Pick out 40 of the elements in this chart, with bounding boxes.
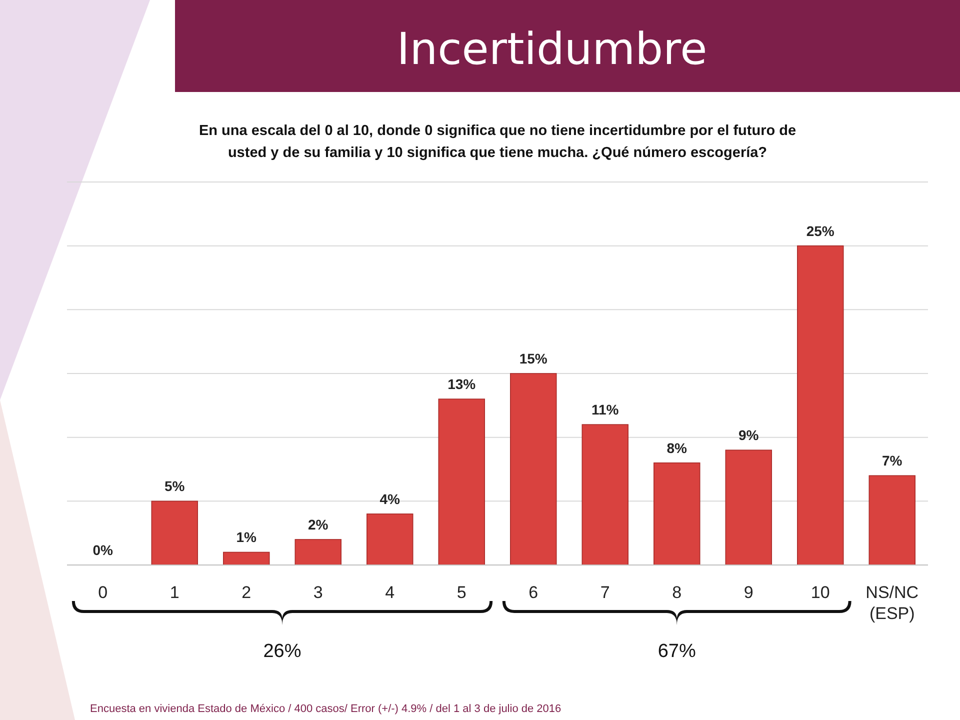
- data-label: 4%: [380, 490, 401, 507]
- x-tick-label: 9: [744, 583, 754, 602]
- x-tick-label: NS/NC (ESP): [866, 583, 919, 623]
- data-label: 9%: [738, 427, 760, 444]
- x-tick-label: 3: [313, 583, 323, 602]
- x-tick-label: 4: [385, 583, 395, 602]
- x-tick-label: 5: [456, 583, 466, 602]
- bar: [868, 475, 916, 566]
- x-tick-label: 0: [98, 583, 108, 602]
- bar: [725, 450, 772, 566]
- x-tick-label: 2: [242, 583, 252, 602]
- chart-subtitle: En una escala del 0 al 10, donde 0 significa que no tiene incertidumbre por el futuro de usted y de su familia y 10 significa que tiene mucha. ¿Qué número escogería?: [198, 123, 796, 161]
- data-label: 0%: [92, 542, 114, 558]
- x-tick-label: 10: [810, 583, 830, 602]
- bar: [797, 245, 844, 566]
- bar: [510, 373, 557, 566]
- bar: [151, 500, 198, 566]
- bar: [223, 552, 270, 566]
- data-label: 8%: [666, 440, 688, 456]
- bar: [654, 462, 700, 566]
- data-label: 13%: [448, 376, 476, 392]
- chart-title: Incertidumbre: [396, 24, 708, 75]
- bar: [366, 514, 414, 566]
- bar: [582, 424, 628, 566]
- x-tick-label: 6: [528, 583, 538, 602]
- data-label: 15%: [519, 350, 548, 366]
- data-label: 25%: [806, 222, 835, 239]
- text: Encuesta en vivienda Estado de México / 400 casos/ Error (+/-) 4.9% / del 1 al 3 de julio de 2016: [90, 703, 562, 715]
- data-label: 7%: [882, 452, 903, 469]
- x-tick-label: 1: [170, 583, 180, 602]
- bar: [438, 398, 485, 566]
- text: 67%: [658, 641, 696, 662]
- text: 26%: [263, 641, 302, 662]
- bar: [294, 539, 342, 566]
- data-label: 5%: [164, 478, 186, 494]
- data-label: 1%: [236, 529, 258, 546]
- data-label: 11%: [592, 402, 620, 418]
- data-label: 2%: [308, 516, 329, 532]
- x-tick-label: 7: [600, 583, 610, 602]
- x-tick-label: 8: [672, 583, 682, 602]
